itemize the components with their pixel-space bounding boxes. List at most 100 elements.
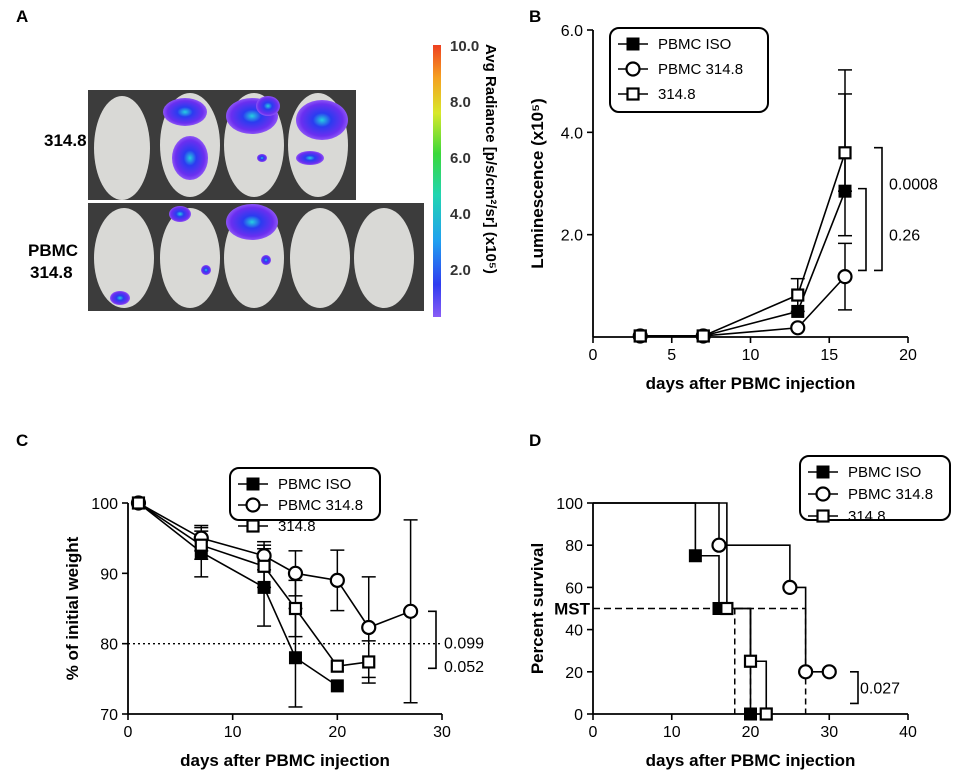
x-tick-label: 0 [589, 724, 598, 741]
y-tick-label: 4.0 [561, 125, 583, 142]
data-point [194, 538, 208, 552]
signal-blob [169, 206, 191, 222]
p-value-label: 0.26 [889, 228, 920, 245]
signal-blob [226, 204, 278, 240]
colorbar-tick: 6.0 [450, 150, 471, 167]
data-point [362, 655, 376, 669]
data-point [720, 601, 734, 616]
data-point [696, 329, 710, 343]
legend-label: 314.8 [278, 518, 316, 535]
y-axis-title: Luminescence (x10⁵) [528, 98, 547, 269]
legend-marker [625, 61, 641, 77]
signal-blob [256, 96, 280, 116]
data-point [791, 304, 805, 318]
x-axis-title: days after PBMC injection [646, 374, 856, 393]
data-point [744, 707, 757, 721]
data-point [287, 565, 304, 581]
row-label-pbmc-314-8: 314.8 [30, 263, 73, 282]
series-line [640, 190, 846, 337]
x-tick-label: 0 [124, 724, 133, 741]
signal-blob [261, 255, 271, 265]
data-point [257, 580, 271, 594]
panel-d-label: D [529, 431, 541, 450]
colorbar-tick: 2.0 [450, 262, 471, 279]
data-point [688, 549, 702, 563]
x-tick-label: 20 [899, 347, 917, 364]
legend-label: PBMC 314.8 [658, 61, 743, 78]
x-tick-label: 20 [742, 724, 760, 741]
mst-label: MST [554, 600, 591, 619]
legend-label: 314.8 [658, 86, 696, 103]
chart-b-luminescence: 0 5 10 15 20 2.0 4.0 6.0 days after PBMC injecti… [528, 23, 938, 393]
signal-blob [257, 154, 267, 162]
x-axis-title: days after PBMC injection [180, 751, 390, 770]
y-tick-label: 90 [100, 566, 118, 583]
y-tick-label: 70 [100, 707, 118, 724]
signal-blob [172, 136, 208, 180]
data-point [403, 603, 419, 619]
legend-marker [816, 509, 830, 523]
data-point [288, 651, 302, 665]
signal-blob [163, 98, 207, 126]
legend-label: 314.8 [848, 508, 886, 525]
legend-label: PBMC 314.8 [848, 486, 933, 503]
panel-a-label: A [16, 7, 28, 26]
row-label-314-8: 314.8 [44, 131, 87, 150]
survival-curve [593, 502, 768, 714]
significance-bracket [874, 146, 883, 272]
data-point [782, 579, 798, 596]
legend-marker [246, 477, 260, 491]
series-line [640, 276, 846, 337]
x-axis-title: days after PBMC injection [646, 751, 856, 770]
data-point [798, 664, 814, 680]
significance-bracket [850, 671, 859, 705]
y-tick-label: 0 [574, 707, 583, 724]
series-line [640, 152, 846, 337]
signal-blob [296, 151, 324, 165]
x-tick-label: 10 [742, 347, 760, 364]
p-value-label: 0.099 [444, 635, 484, 652]
mouse [94, 96, 150, 200]
x-tick-label: 30 [820, 724, 838, 741]
data-point [743, 654, 758, 668]
x-tick-label: 10 [663, 724, 681, 741]
x-tick-label: 40 [899, 724, 917, 741]
panel-b-label: B [529, 7, 541, 26]
x-tick-label: 20 [328, 724, 346, 741]
legend-marker [626, 87, 640, 101]
data-point [330, 659, 344, 673]
x-tick-label: 30 [433, 724, 451, 741]
x-tick-label: 15 [820, 347, 838, 364]
legend-label: PBMC ISO [848, 464, 921, 481]
legend-box [229, 467, 381, 521]
p-value-label: 0.027 [860, 681, 900, 698]
y-tick-label: 80 [100, 637, 118, 654]
survival-curve [593, 502, 830, 673]
data-point [329, 572, 345, 588]
legend-marker [626, 37, 640, 51]
colorbar-tick: 10.0 [450, 38, 479, 55]
x-tick-label: 0 [589, 347, 598, 364]
colorbar-tick: 4.0 [450, 206, 471, 223]
data-point [257, 559, 271, 573]
legend-marker [815, 486, 831, 502]
x-tick-label: 10 [224, 724, 242, 741]
data-point [131, 496, 146, 510]
y-tick-label: 20 [565, 665, 583, 682]
legend-marker [246, 519, 260, 533]
p-value-label: 0.052 [444, 659, 484, 676]
panel-c-label: C [16, 431, 28, 450]
y-tick-label: 2.0 [561, 228, 583, 245]
series-line [138, 502, 411, 629]
mouse [354, 208, 414, 308]
legend-box [609, 27, 769, 113]
y-tick-label: 80 [565, 538, 583, 555]
mouse [290, 208, 350, 308]
significance-bracket [858, 187, 867, 272]
legend-marker [816, 465, 830, 479]
y-tick-label: 100 [91, 496, 118, 513]
legend-label: PBMC 314.8 [278, 497, 363, 514]
data-point [838, 184, 852, 198]
data-point [288, 601, 303, 616]
